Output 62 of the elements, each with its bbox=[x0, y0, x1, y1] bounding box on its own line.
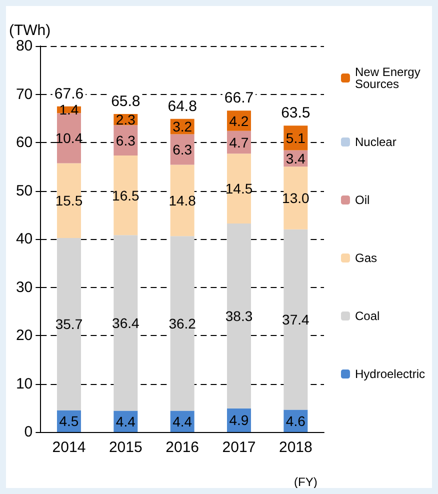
bar bbox=[170, 164, 194, 236]
bar bbox=[56, 113, 81, 164]
legend-label: New Energy Sources bbox=[354, 65, 424, 91]
data-label: 4.5 bbox=[59, 413, 79, 430]
data-label: 5.1 bbox=[286, 130, 306, 146]
total-label: 65.8 bbox=[111, 93, 140, 110]
data-label: 10.4 bbox=[55, 130, 83, 146]
legend-label: Oil bbox=[354, 193, 370, 207]
data-label: 4.6 bbox=[286, 412, 306, 429]
y-tick-label: 20 bbox=[16, 327, 33, 344]
bar bbox=[170, 236, 194, 411]
y-tick-label: 70 bbox=[16, 86, 33, 103]
total-label: 67.6 bbox=[54, 85, 84, 102]
data-label: 36.4 bbox=[112, 314, 140, 331]
total-label: 63.5 bbox=[281, 104, 310, 122]
bar bbox=[284, 229, 308, 410]
data-label: 6.3 bbox=[172, 141, 192, 158]
bar bbox=[114, 156, 138, 236]
y-tick-label: 0 bbox=[24, 424, 33, 440]
legend-label: Hydroelectric bbox=[354, 367, 426, 381]
x-tick-label: 2015 bbox=[108, 439, 142, 456]
data-label: 1.4 bbox=[59, 102, 79, 118]
bar bbox=[284, 166, 308, 230]
data-label: 6.3 bbox=[116, 132, 136, 148]
x-tick-label: 2014 bbox=[52, 439, 86, 456]
data-label: 2.3 bbox=[116, 112, 136, 128]
bar bbox=[56, 163, 81, 238]
data-label: 4.9 bbox=[229, 412, 249, 428]
y-tick-label: 40 bbox=[16, 230, 33, 248]
legend-label: Gas bbox=[354, 251, 377, 265]
data-label: 4.4 bbox=[116, 413, 136, 430]
data-label: 3.2 bbox=[172, 118, 192, 135]
data-label: 15.5 bbox=[55, 192, 83, 209]
data-label: 3.4 bbox=[286, 150, 306, 166]
y-tick-label: 60 bbox=[16, 134, 33, 151]
y-tick-label: 30 bbox=[16, 278, 33, 296]
data-label: 14.8 bbox=[168, 192, 196, 208]
data-label: 13.0 bbox=[282, 190, 310, 206]
x-tick-label: 2017 bbox=[222, 439, 256, 456]
data-label: 37.4 bbox=[282, 312, 310, 328]
data-label: 4.2 bbox=[229, 112, 249, 129]
data-label: 16.5 bbox=[112, 187, 140, 204]
data-label: 35.7 bbox=[55, 316, 83, 332]
y-tick-label: 50 bbox=[16, 182, 33, 200]
legend-label: Nuclear bbox=[354, 135, 396, 149]
bar bbox=[226, 224, 251, 408]
y-axis-title: (TWh) bbox=[8, 22, 51, 39]
bar bbox=[226, 154, 251, 224]
x-tick-label: 2018 bbox=[278, 439, 312, 456]
x-tick-label: 2016 bbox=[166, 439, 200, 456]
data-label: 36.2 bbox=[168, 315, 196, 332]
data-label: 4.4 bbox=[172, 413, 192, 430]
bar bbox=[56, 238, 81, 410]
y-tick-label: 10 bbox=[16, 375, 33, 392]
data-label: 4.7 bbox=[229, 134, 249, 150]
data-label: 38.3 bbox=[225, 308, 253, 324]
data-label: 14.5 bbox=[225, 180, 253, 197]
legend-label: Coal bbox=[354, 309, 380, 323]
total-label: 64.8 bbox=[168, 98, 197, 115]
y-tick-label: 80 bbox=[16, 38, 33, 54]
bar bbox=[114, 235, 138, 411]
total-label: 66.7 bbox=[224, 90, 254, 107]
